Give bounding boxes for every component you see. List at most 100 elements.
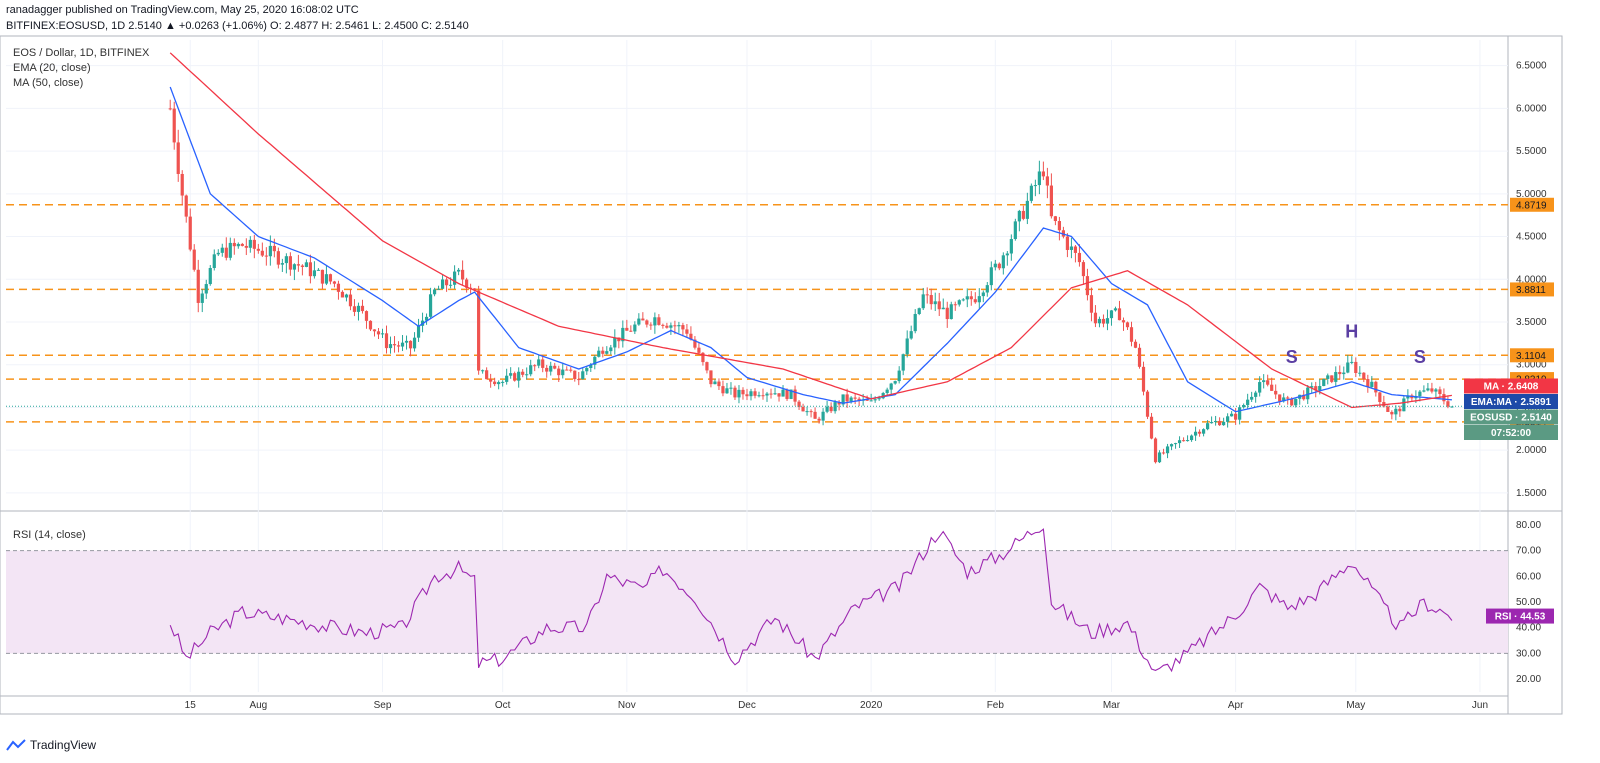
tradingview-logo[interactable]: TradingView bbox=[6, 738, 96, 752]
candle-body bbox=[296, 264, 300, 266]
y-tick-label: 5.0000 bbox=[1516, 189, 1547, 200]
candle-body bbox=[857, 398, 861, 401]
candle-body bbox=[1402, 398, 1406, 412]
candle-body bbox=[208, 268, 212, 285]
price-badge-label: EMA:MA · 2.5891 bbox=[1471, 397, 1552, 408]
candle-body bbox=[1222, 421, 1226, 426]
candle-body bbox=[789, 389, 793, 399]
candle-body bbox=[677, 325, 681, 327]
pattern-label: S bbox=[1286, 347, 1298, 367]
candle-body bbox=[573, 370, 577, 380]
x-tick-label: Apr bbox=[1228, 700, 1244, 711]
candle-body bbox=[945, 307, 949, 320]
candle-body bbox=[569, 369, 573, 371]
candle-body bbox=[1193, 431, 1198, 436]
candle-body bbox=[392, 344, 397, 346]
candle-body bbox=[649, 324, 653, 326]
candle-body bbox=[541, 359, 545, 368]
candle-body bbox=[617, 337, 621, 342]
candle-body bbox=[457, 269, 461, 272]
candle-body bbox=[280, 263, 284, 265]
candle-body bbox=[272, 245, 276, 252]
x-tick-label: Sep bbox=[374, 700, 392, 711]
candle-body bbox=[192, 249, 196, 270]
candle-body bbox=[661, 324, 665, 326]
rsi-band bbox=[6, 550, 1508, 654]
candle-body bbox=[412, 337, 417, 349]
candle-body bbox=[372, 329, 377, 332]
y-tick-label: 1.5000 bbox=[1516, 488, 1547, 499]
candle-body bbox=[444, 279, 449, 286]
candle-body bbox=[1029, 185, 1033, 201]
candle-body bbox=[1005, 253, 1009, 256]
candle-body bbox=[388, 344, 393, 349]
candle-body bbox=[629, 330, 633, 332]
candle-body bbox=[501, 381, 505, 383]
candle-body bbox=[1322, 378, 1326, 387]
candle-body bbox=[1081, 262, 1086, 277]
candle-body bbox=[537, 359, 541, 366]
candle-body bbox=[1342, 372, 1346, 375]
candle-body bbox=[324, 274, 329, 284]
candle-body bbox=[204, 284, 208, 294]
candle-body bbox=[1242, 405, 1246, 408]
candle-body bbox=[489, 379, 493, 382]
candle-body bbox=[368, 320, 373, 330]
candle-body bbox=[404, 340, 409, 343]
candle-body bbox=[1053, 216, 1057, 222]
candle-body bbox=[705, 362, 709, 371]
candle-body bbox=[1097, 318, 1102, 324]
candle-body bbox=[1386, 406, 1390, 412]
legend-ema: EMA (20, close) bbox=[13, 62, 91, 74]
candle-body bbox=[665, 325, 669, 328]
candle-body bbox=[749, 391, 753, 397]
candle-body bbox=[681, 325, 685, 330]
candle-body bbox=[645, 320, 649, 325]
candle-body bbox=[829, 406, 833, 412]
candle-body bbox=[581, 371, 585, 380]
price-badge bbox=[1464, 394, 1558, 409]
candle-body bbox=[797, 401, 801, 407]
candle-body bbox=[224, 247, 228, 258]
x-tick-label: May bbox=[1346, 700, 1365, 711]
candle-body bbox=[913, 313, 917, 332]
candle-body bbox=[481, 370, 485, 372]
candle-body bbox=[380, 333, 385, 335]
candle-body bbox=[517, 371, 521, 381]
candle-body bbox=[1013, 221, 1017, 240]
candle-body bbox=[1037, 171, 1041, 186]
x-tick-label: 15 bbox=[185, 700, 197, 711]
candle-body bbox=[1254, 392, 1258, 397]
candle-body bbox=[1354, 361, 1358, 374]
candle-body bbox=[505, 375, 509, 382]
candle-body bbox=[513, 373, 517, 381]
candle-body bbox=[1434, 389, 1438, 392]
candle-body bbox=[304, 262, 308, 267]
candle-body bbox=[1033, 185, 1037, 187]
candle-body bbox=[416, 325, 421, 338]
candle-body bbox=[364, 311, 369, 321]
candle-body bbox=[1266, 380, 1270, 385]
candle-body bbox=[356, 305, 361, 312]
candle-body bbox=[821, 411, 825, 421]
candle-body bbox=[533, 365, 537, 367]
candle-body bbox=[497, 382, 501, 385]
candle-body bbox=[1230, 413, 1234, 417]
candle-body bbox=[529, 365, 533, 375]
candle-body bbox=[1238, 407, 1242, 420]
candle-body bbox=[977, 296, 981, 303]
candle-body bbox=[889, 383, 893, 390]
candle-body bbox=[1185, 440, 1190, 442]
candle-body bbox=[1450, 406, 1454, 408]
legend-symbol: EOS / Dollar, 1D, BITFINEX bbox=[13, 47, 150, 59]
candle-body bbox=[565, 369, 569, 371]
candle-body bbox=[825, 406, 829, 412]
candle-body bbox=[701, 352, 705, 363]
level-badge bbox=[1510, 348, 1554, 363]
tradingview-icon bbox=[6, 739, 26, 751]
candle-body bbox=[597, 350, 601, 357]
candle-body bbox=[312, 270, 317, 277]
candle-body bbox=[1113, 308, 1118, 311]
level-label: 3.8811 bbox=[1516, 285, 1546, 296]
